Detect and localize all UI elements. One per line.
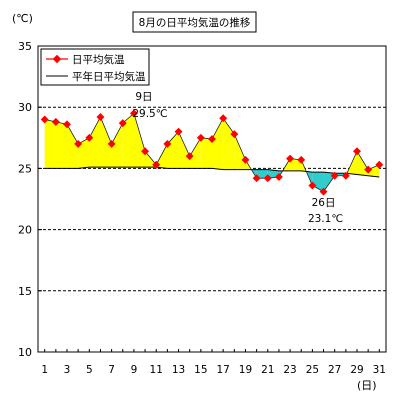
- data-point-day-24: [297, 155, 306, 164]
- legend: 日平均気温 平年日平均気温: [40, 48, 150, 86]
- annotation-day-9: 9日: [135, 91, 152, 103]
- x-tick-3: 3: [64, 364, 71, 376]
- data-point-day-25: [308, 181, 317, 190]
- fill-segment-12: [167, 131, 179, 169]
- normal-temperature-line: [44, 166, 380, 178]
- data-point-day-18: [230, 130, 239, 139]
- legend-box: [40, 48, 150, 86]
- fill-segment-26: [323, 172, 335, 192]
- data-point-day-26: [319, 187, 328, 196]
- y-tick-30: 30: [18, 101, 32, 114]
- x-tick-25: 25: [306, 364, 319, 376]
- data-point-day-31: [375, 160, 384, 169]
- deviation-fill: [44, 113, 380, 192]
- data-point-day-4: [74, 139, 83, 148]
- x-tick-7: 7: [108, 364, 115, 376]
- data-point-day-3: [63, 120, 71, 129]
- x-axis-label: (日): [357, 379, 377, 392]
- data-point-day-12: [163, 139, 172, 148]
- x-tick-29: 29: [350, 364, 363, 376]
- fill-segment-29: [357, 151, 369, 176]
- fill-segment-7: [111, 123, 123, 168]
- data-point-day-11: [152, 160, 161, 169]
- data-point-day-27: [330, 171, 339, 180]
- data-point-day-21: [263, 174, 272, 183]
- data-point-day-30: [364, 165, 373, 174]
- annotations: 9日 29.5℃ 26日 23.1℃: [132, 91, 343, 225]
- fill-segment-6: [100, 116, 112, 168]
- data-point-day-15: [196, 133, 205, 142]
- annotation-value-26: 23.1℃: [308, 213, 343, 225]
- fill-segment-30: [368, 164, 380, 177]
- x-tick-11: 11: [150, 364, 163, 376]
- x-tick-23: 23: [283, 364, 296, 376]
- data-point-day-23: [286, 154, 295, 163]
- legend-marker-daily: [52, 54, 62, 64]
- data-point-day-19: [241, 155, 250, 164]
- x-tick-9: 9: [131, 364, 138, 376]
- x-tick-21: 21: [261, 364, 274, 376]
- y-tick-15: 15: [18, 285, 32, 298]
- y-axis-label: (℃): [12, 12, 33, 25]
- y-tick-labels: 10 15 20 25 30 35: [18, 40, 42, 359]
- x-tick-17: 17: [216, 364, 229, 376]
- data-point-day-5: [85, 133, 94, 142]
- fill-segment-17: [223, 118, 235, 170]
- y-tick-20: 20: [18, 224, 32, 237]
- fill-segment-8: [122, 113, 134, 168]
- y-tick-35: 35: [18, 40, 32, 53]
- fill-segment-20: [256, 169, 268, 179]
- legend-label-daily: 日平均気温: [72, 53, 125, 66]
- fill-segment-23: [290, 158, 302, 171]
- gridlines: [38, 106, 386, 292]
- fill-segment-9: [133, 113, 146, 168]
- annotation-value-9: 29.5℃: [132, 108, 167, 120]
- data-point-day-16: [208, 135, 216, 143]
- x-tick-31: 31: [373, 364, 386, 376]
- data-point-day-8: [118, 119, 127, 128]
- fill-segment-3: [67, 124, 79, 169]
- fill-segment-1: [44, 119, 56, 169]
- legend-label-normal: 平年日平均気温: [72, 70, 146, 83]
- fill-segment-11: [156, 143, 168, 169]
- data-point-day-28: [341, 171, 350, 180]
- data-point-day-22: [274, 173, 283, 181]
- fill-segment-16: [212, 118, 224, 170]
- fill-segment-18: [234, 134, 246, 170]
- x-tick-5: 5: [86, 364, 93, 376]
- data-point-day-10: [141, 147, 150, 156]
- data-point-day-29: [353, 147, 361, 156]
- daily-temperature-series: [40, 109, 384, 196]
- fill-segment-14: [189, 137, 201, 169]
- fill-segment-13: [178, 131, 190, 169]
- y-tick-25: 25: [18, 162, 32, 175]
- fill-segment-5: [89, 116, 101, 168]
- annotation-day-26: 26日: [312, 197, 336, 209]
- data-point-day-20: [252, 174, 261, 183]
- chart-title-box: [132, 11, 257, 33]
- data-point-day-6: [96, 113, 105, 121]
- fill-segment-2: [55, 121, 67, 169]
- data-point-day-13: [174, 127, 183, 136]
- fill-segment-4: [78, 137, 90, 169]
- x-tick-15: 15: [194, 364, 207, 376]
- data-point-day-14: [185, 152, 194, 161]
- x-tick-13: 13: [172, 364, 185, 376]
- data-point-day-7: [107, 139, 116, 148]
- y-tick-10: 10: [18, 346, 32, 359]
- fill-segment-15: [200, 137, 212, 169]
- x-tick-1: 1: [41, 364, 48, 376]
- normal-temperature-polyline: [44, 166, 380, 178]
- x-tick-27: 27: [328, 364, 341, 376]
- x-tick-labels: 1 3 5 7 9 11 13 15 17 19 21 23 25 27 29 31: [41, 349, 386, 376]
- x-tick-19: 19: [239, 364, 252, 376]
- data-point-day-17: [219, 114, 228, 123]
- chart-title: 8月の日平均気温の推移: [139, 16, 251, 29]
